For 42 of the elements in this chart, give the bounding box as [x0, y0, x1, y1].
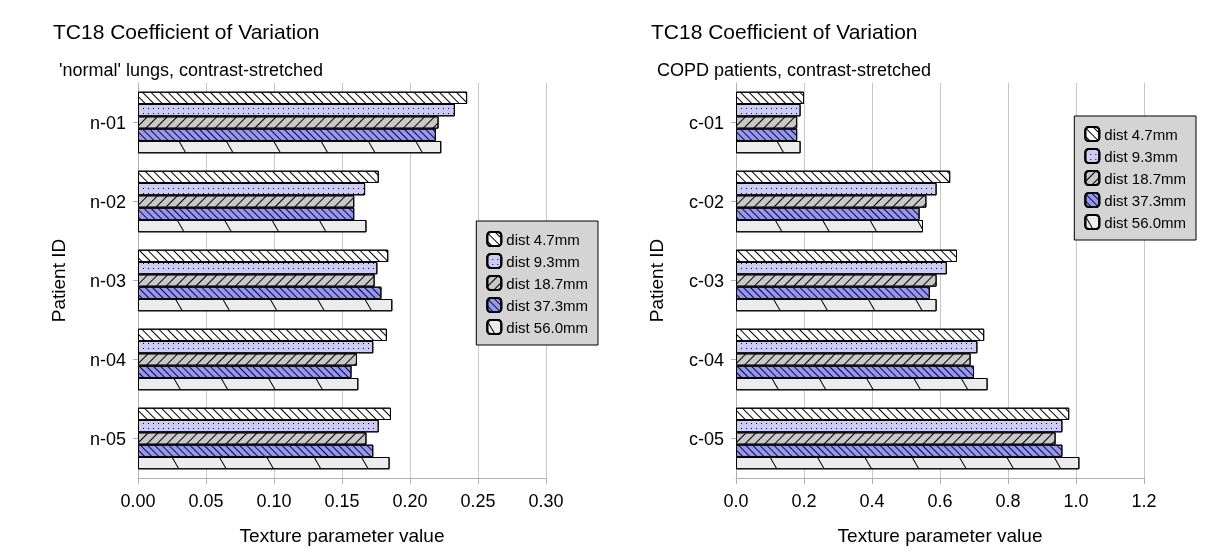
- y-tick-label: c-01: [688, 112, 724, 133]
- x-tick-label: 0.00: [120, 491, 156, 511]
- x-tick-label: 0.20: [392, 491, 428, 511]
- legend-label: dist 9.3mm: [506, 252, 580, 270]
- x-tick-label: 0.30: [528, 491, 564, 511]
- legend-label: dist 37.3mm: [506, 296, 589, 314]
- legend-label: dist 18.7mm: [1104, 169, 1187, 187]
- x-tick-label: 0.15: [324, 491, 360, 511]
- chart-title: TC18 Coefficient of Variation: [651, 20, 918, 43]
- legend-label: dist 4.7mm: [1104, 125, 1178, 143]
- legend-label: dist 4.7mm: [506, 230, 580, 248]
- legend-label: dist 56.0mm: [1104, 213, 1187, 231]
- x-axis-title: Texture parameter value: [837, 525, 1043, 546]
- y-tick-label: c-04: [688, 349, 724, 370]
- y-tick-label: n-04: [89, 349, 126, 370]
- chart-title: TC18 Coefficient of Variation: [53, 20, 320, 43]
- y-tick-label: n-01: [89, 112, 126, 133]
- x-tick-label: 0.25: [460, 491, 496, 511]
- legend-label: dist 37.3mm: [1104, 191, 1187, 209]
- y-axis-title: Patient ID: [646, 238, 667, 323]
- x-tick-label: 0.6: [927, 491, 953, 511]
- x-tick-label: 0.4: [859, 491, 885, 511]
- x-tick-label: 0.2: [791, 491, 817, 511]
- y-tick-label: n-05: [89, 428, 126, 449]
- x-axis-title: Texture parameter value: [239, 525, 445, 546]
- x-tick-label: 1.2: [1131, 491, 1157, 511]
- chart-subtitle: 'normal' lungs, contrast-stretched: [59, 60, 323, 80]
- chart-subtitle: COPD patients, contrast-stretched: [657, 60, 932, 80]
- x-tick-label: 1.0: [1063, 491, 1089, 511]
- y-tick-label: c-05: [688, 428, 724, 449]
- legend-label: dist 56.0mm: [506, 318, 589, 336]
- y-tick-label: n-02: [89, 191, 126, 212]
- x-tick-label: 0.8: [995, 491, 1021, 511]
- y-tick-label: c-02: [688, 191, 724, 212]
- x-tick-label: 0.0: [723, 491, 749, 511]
- y-axis-title: Patient ID: [48, 238, 69, 323]
- legend-label: dist 9.3mm: [1104, 147, 1178, 165]
- legend-label: dist 18.7mm: [506, 274, 589, 292]
- y-tick-label: c-03: [688, 270, 724, 291]
- x-tick-label: 0.10: [256, 491, 292, 511]
- y-tick-label: n-03: [89, 270, 126, 291]
- x-tick-label: 0.05: [188, 491, 224, 511]
